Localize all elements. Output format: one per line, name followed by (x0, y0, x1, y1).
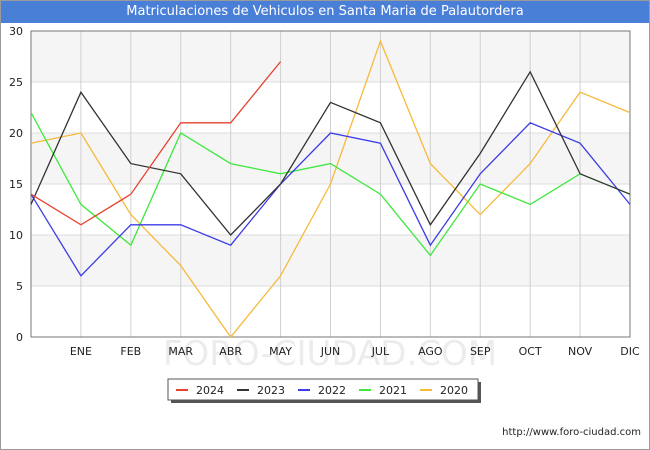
y-tick-label: 0 (16, 331, 23, 344)
x-tick-label: FEB (120, 345, 141, 358)
axes: 0 5 10 15 20 25 30 ENE FEB MAR ABR MAY JUN JUL AGO SEP O… (9, 25, 640, 358)
series-line-2024 (30, 61, 282, 226)
y-tick-label: 30 (9, 25, 23, 38)
legend: 2024 2023 2022 2021 2020 (167, 378, 481, 403)
x-tick-label: SEP (470, 345, 491, 358)
series-line-2020 (30, 39, 631, 339)
x-tick-label: NOV (568, 345, 593, 358)
y-tick-label: 10 (9, 229, 23, 242)
legend-label-2022: 2022 (318, 384, 346, 397)
y-tick-label: 20 (9, 127, 23, 140)
series-line-2022 (30, 122, 631, 277)
legend-box (167, 378, 479, 401)
series-line-2021 (30, 112, 631, 257)
x-tick-label: AGO (418, 345, 443, 358)
series-lines (30, 39, 631, 339)
legend-label-2024: 2024 (196, 384, 224, 397)
chart-title: Matriculaciones de Vehiculos en Santa Ma… (1, 1, 649, 23)
legend-label-2023: 2023 (257, 384, 285, 397)
x-tick-label: DIC (620, 345, 640, 358)
x-tick-label: MAY (269, 345, 292, 358)
y-tick-label: 15 (9, 178, 23, 191)
legend-label-2021: 2021 (379, 384, 407, 397)
x-tick-label: MAR (168, 345, 193, 358)
source-url[interactable]: http://www.foro-ciudad.com (502, 427, 641, 438)
y-tick-label: 25 (9, 76, 23, 89)
x-tick-label: ABR (219, 345, 242, 358)
x-tick-label: JUN (320, 345, 341, 358)
x-tick-label: OCT (519, 345, 542, 358)
plot-border (30, 30, 631, 338)
watermark: FORO-CIUDAD.COM (163, 334, 497, 374)
y-tick-label: 5 (16, 280, 23, 293)
legend-label-2020: 2020 (440, 384, 468, 397)
x-tick-label: ENE (70, 345, 92, 358)
x-tick-label: JUL (371, 345, 390, 358)
series-line-2023 (30, 70, 631, 236)
